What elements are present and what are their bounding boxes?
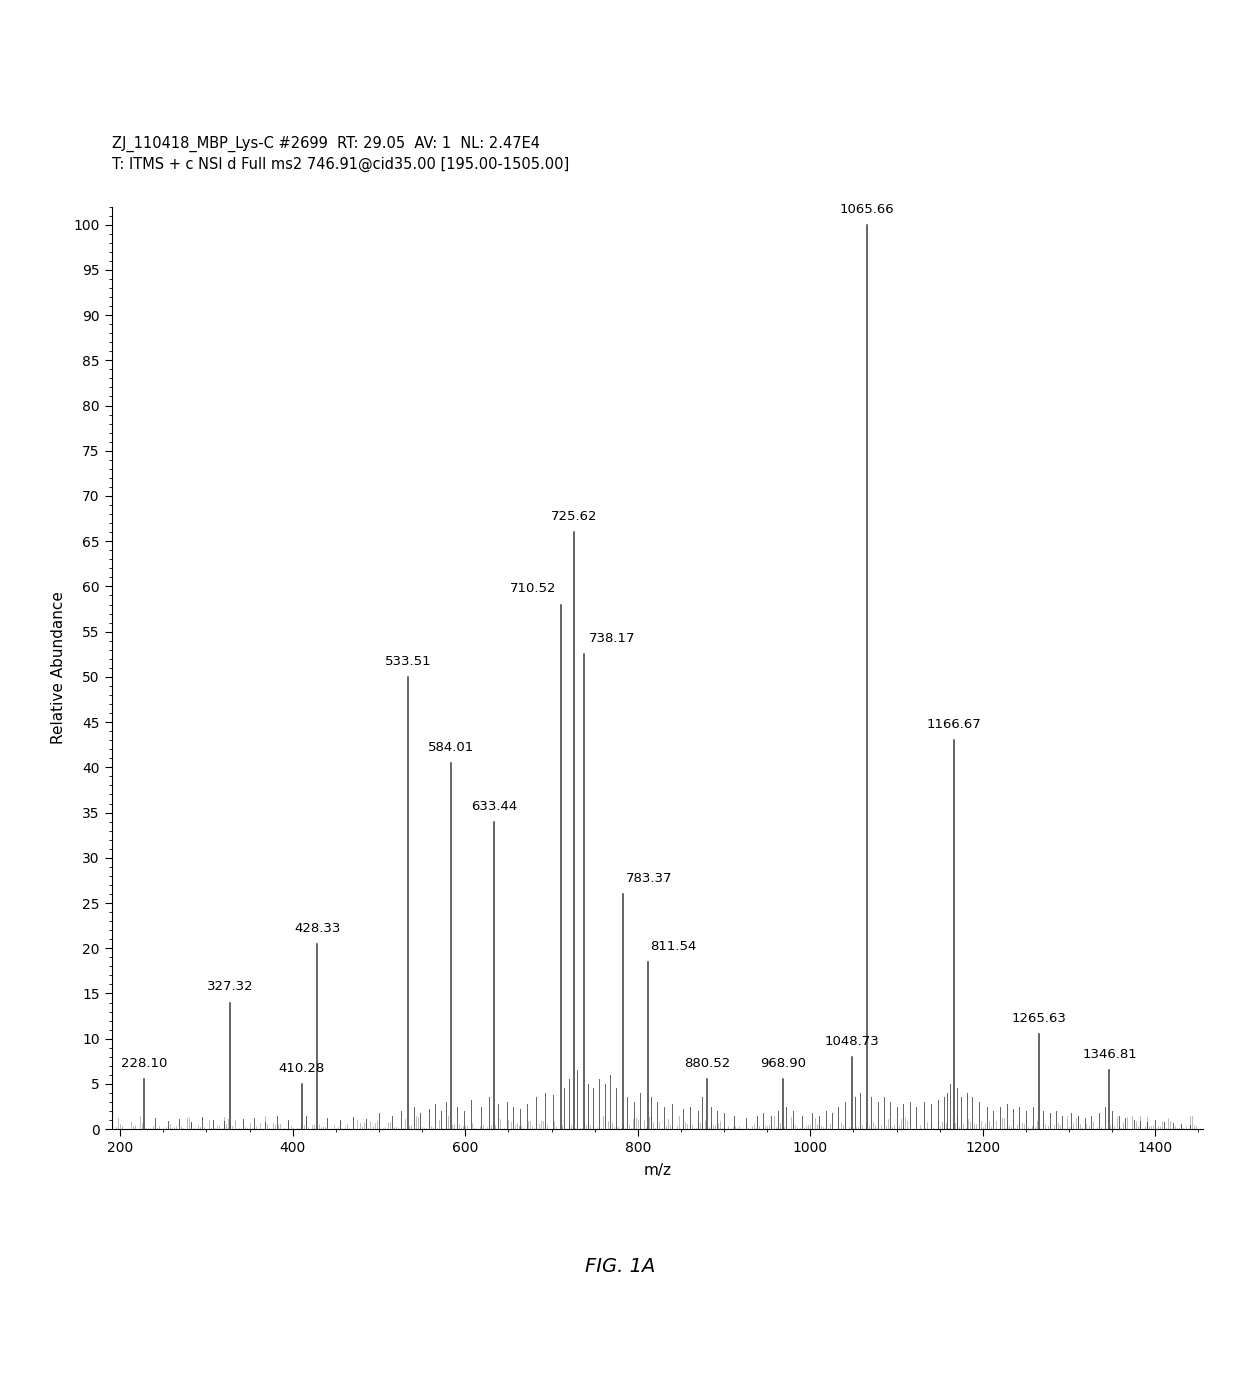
Text: 1166.67: 1166.67 [926, 719, 981, 731]
Text: 1065.66: 1065.66 [839, 202, 894, 216]
Text: ZJ_110418_MBP_Lys-C #2699  RT: 29.05  AV: 1  NL: 2.47E4
T: ITMS + c NSI d Full m: ZJ_110418_MBP_Lys-C #2699 RT: 29.05 AV: … [112, 136, 569, 172]
X-axis label: m/z: m/z [644, 1164, 671, 1179]
Text: 533.51: 533.51 [384, 655, 432, 668]
Text: 880.52: 880.52 [684, 1058, 730, 1070]
Text: 410.28: 410.28 [279, 1062, 325, 1075]
Text: 428.33: 428.33 [294, 921, 340, 935]
Text: 738.17: 738.17 [589, 632, 635, 646]
Y-axis label: Relative Abundance: Relative Abundance [52, 591, 67, 745]
Text: 633.44: 633.44 [471, 800, 517, 812]
Text: FIG. 1A: FIG. 1A [585, 1257, 655, 1276]
Text: 327.32: 327.32 [207, 980, 253, 993]
Text: 710.52: 710.52 [510, 582, 557, 595]
Text: 783.37: 783.37 [626, 872, 672, 885]
Text: 228.10: 228.10 [122, 1058, 167, 1070]
Text: 725.62: 725.62 [551, 509, 596, 523]
Text: 1265.63: 1265.63 [1012, 1012, 1066, 1024]
Text: 1346.81: 1346.81 [1083, 1048, 1137, 1062]
Text: 968.90: 968.90 [760, 1058, 806, 1070]
Text: 811.54: 811.54 [650, 939, 697, 953]
Text: 584.01: 584.01 [428, 741, 475, 753]
Text: 1048.73: 1048.73 [825, 1034, 879, 1048]
